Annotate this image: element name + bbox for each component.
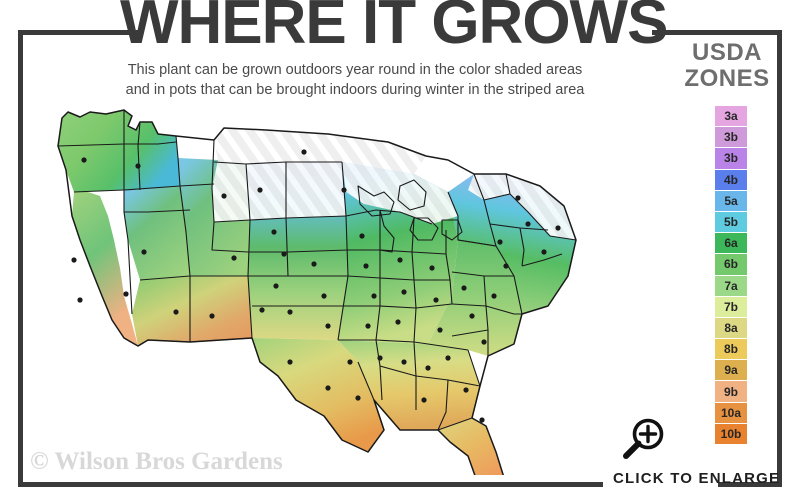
map-striped-region bbox=[212, 128, 576, 240]
legend-swatch-10b-15: 10b bbox=[715, 423, 747, 445]
subtitle-line-1: This plant can be grown outdoors year ro… bbox=[127, 62, 583, 78]
frame-right-segment bbox=[777, 30, 782, 487]
usda-hardiness-zone-map[interactable] bbox=[28, 100, 668, 475]
legend-title-line-1: USDA bbox=[691, 39, 762, 66]
legend-swatch-label: 3b bbox=[723, 151, 738, 166]
legend-swatch-3b-2: 3b bbox=[715, 148, 747, 170]
subtitle: This plant can be grown outdoors year ro… bbox=[40, 60, 670, 100]
legend-swatch-9b-13: 9b bbox=[715, 381, 747, 403]
usda-zone-legend: 3a 3b 3b 4b 5a 5b 6a 6b 7a 7b 8a 8b 9a 9b 10a 10b bbox=[715, 106, 747, 445]
legend-swatch-6b-7: 6b bbox=[715, 254, 747, 276]
legend-swatch-6a-6: 6a bbox=[715, 233, 747, 255]
frame-top-left-segment bbox=[18, 30, 138, 35]
legend-swatch-label: 3b bbox=[723, 130, 738, 145]
legend-swatch-label: 7a bbox=[724, 278, 738, 293]
click-to-enlarge-label[interactable]: CLICK TO ENLARGE bbox=[613, 470, 781, 487]
legend-swatch-label: 8a bbox=[724, 320, 738, 335]
page-title: WHERE IT GROWS bbox=[120, 0, 668, 57]
frame-bottom-right-segment bbox=[718, 482, 782, 487]
legend-swatch-label: 7b bbox=[723, 299, 738, 314]
legend-swatch-label: 5a bbox=[724, 193, 738, 208]
legend-swatch-label: 4b bbox=[723, 172, 738, 187]
legend-swatch-label: 6a bbox=[724, 236, 738, 251]
legend-swatch-8b-11: 8b bbox=[715, 339, 747, 361]
watermark: © Wilson Bros Gardens bbox=[30, 448, 283, 475]
legend-swatch-4b-3: 4b bbox=[715, 169, 747, 191]
city-dots bbox=[71, 149, 561, 423]
legend-swatch-label: 10b bbox=[720, 426, 742, 441]
frame-bottom-left-segment bbox=[18, 482, 603, 487]
subtitle-line-2: and in pots that can be brought indoors … bbox=[125, 82, 585, 98]
magnifier-plus-icon[interactable] bbox=[617, 416, 669, 464]
frame-top-right-segment bbox=[652, 30, 782, 35]
legend-swatch-label: 10a bbox=[720, 405, 742, 420]
legend-swatch-5b-5: 5b bbox=[715, 211, 747, 234]
legend-swatch-label: 9a bbox=[724, 363, 738, 378]
legend-title-line-2: ZONES bbox=[684, 65, 770, 92]
legend-swatch-7b-9: 7b bbox=[715, 296, 747, 318]
legend-swatch-5a-4: 5a bbox=[715, 190, 747, 212]
legend-swatch-7a-8: 7a bbox=[715, 275, 747, 297]
legend-swatch-3b-1: 3b bbox=[715, 127, 747, 149]
legend-swatch-label: 8b bbox=[723, 342, 738, 357]
legend-swatch-label: 9b bbox=[723, 384, 738, 399]
legend-title: USDA ZONES bbox=[668, 40, 786, 92]
legend-swatch-label: 6b bbox=[723, 257, 738, 272]
legend-swatch-8a-10: 8a bbox=[715, 317, 747, 340]
legend-swatch-10a-14: 10a bbox=[715, 402, 747, 424]
frame-left-segment bbox=[18, 30, 23, 487]
legend-swatch-label: 3a bbox=[724, 109, 738, 124]
legend-swatch-label: 5b bbox=[723, 215, 738, 230]
legend-swatch-3a-0: 3a bbox=[715, 106, 747, 128]
map-svg bbox=[57, 109, 577, 475]
legend-swatch-9a-12: 9a bbox=[715, 360, 747, 382]
